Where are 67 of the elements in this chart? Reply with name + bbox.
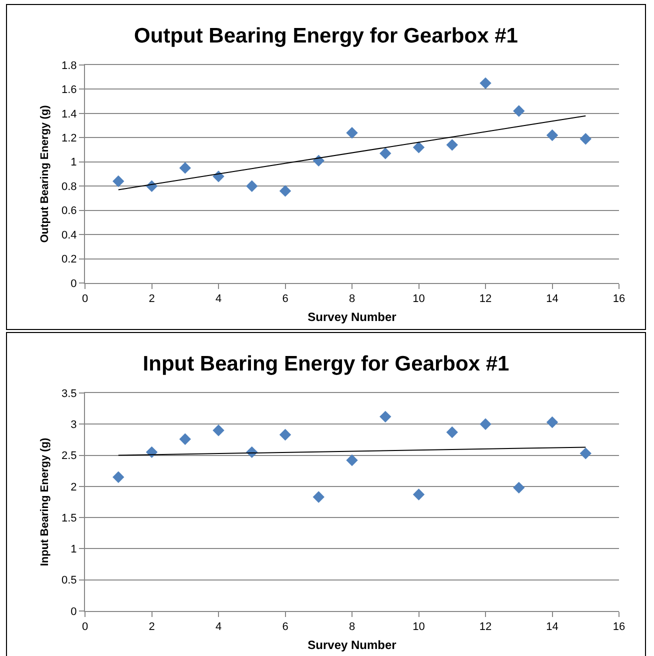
x-axis-title: Survey Number [308,310,397,324]
x-tick-label: 8 [348,293,356,306]
point [279,428,292,441]
x-tick-label: 10 [412,293,425,306]
x-tick-label: 6 [282,621,288,634]
y-tick-label: 0.5 [62,574,77,587]
point [279,185,292,197]
y-tick-label: 2.5 [62,450,77,462]
x-tick-label: 16 [612,621,626,634]
point [346,126,358,139]
x-tick-label: 8 [348,621,356,634]
y-tick-label: 3 [70,418,77,431]
x-tick-label: 0 [82,621,88,634]
y-tick-label: 1 [70,156,77,169]
point [380,410,392,423]
x-tick-label: 14 [546,621,558,634]
point [513,482,525,494]
y-tick-label: 1.4 [62,108,77,120]
y-tick-label: 2 [70,481,77,494]
y-tick-label: 0.4 [62,229,77,242]
x-axis-title: Survey Number [308,638,397,652]
x-tick-label: 2 [148,621,155,634]
y-tick-label: 0.8 [62,180,77,193]
chart-title: Output Bearing Energy for Gearbox #1 [134,24,518,48]
y-tick-label: 0 [70,606,77,618]
point [480,77,492,90]
point [212,424,224,436]
y-tick-label: 1.2 [62,132,77,145]
point [380,148,392,160]
x-tick-label: 4 [215,293,222,306]
x-tick-label: 12 [479,621,492,634]
x-tick-label: 2 [148,293,155,306]
x-tick-label: 4 [215,621,222,634]
x-tick-label: 10 [412,621,425,634]
point [246,180,258,192]
y-tick-label: 1.5 [62,512,77,524]
x-tick-label: 14 [546,293,558,306]
point [446,426,458,438]
y-tick-label: 0.2 [62,254,77,266]
point [412,142,425,154]
y-axis-title: Output Bearing Energy (g) [39,104,52,243]
x-tick-label: 0 [82,293,88,306]
point [112,175,124,188]
y-tick-label: 1 [70,544,77,556]
point [346,454,358,466]
x-tick-label: 6 [282,293,288,306]
y-tick-label: 0 [70,278,77,290]
point [312,491,324,503]
y-tick-label: 3.5 [62,388,77,400]
point [412,488,425,500]
point [179,433,191,445]
point [580,133,592,145]
y-tick-label: 1.8 [62,60,77,72]
point [480,418,492,430]
y-axis-title: Input Bearing Energy (g) [39,438,52,566]
chart-title: Input Bearing Energy for Gearbox #1 [142,352,510,376]
point [580,448,592,460]
point [546,129,558,142]
point [179,162,191,174]
point [513,105,525,117]
x-tick-label: 12 [479,293,492,306]
y-tick-label: 0.6 [62,205,77,218]
point [112,471,124,483]
point [546,416,558,428]
point [446,139,458,151]
x-tick-label: 16 [612,293,626,306]
y-tick-label: 1.6 [62,84,77,96]
